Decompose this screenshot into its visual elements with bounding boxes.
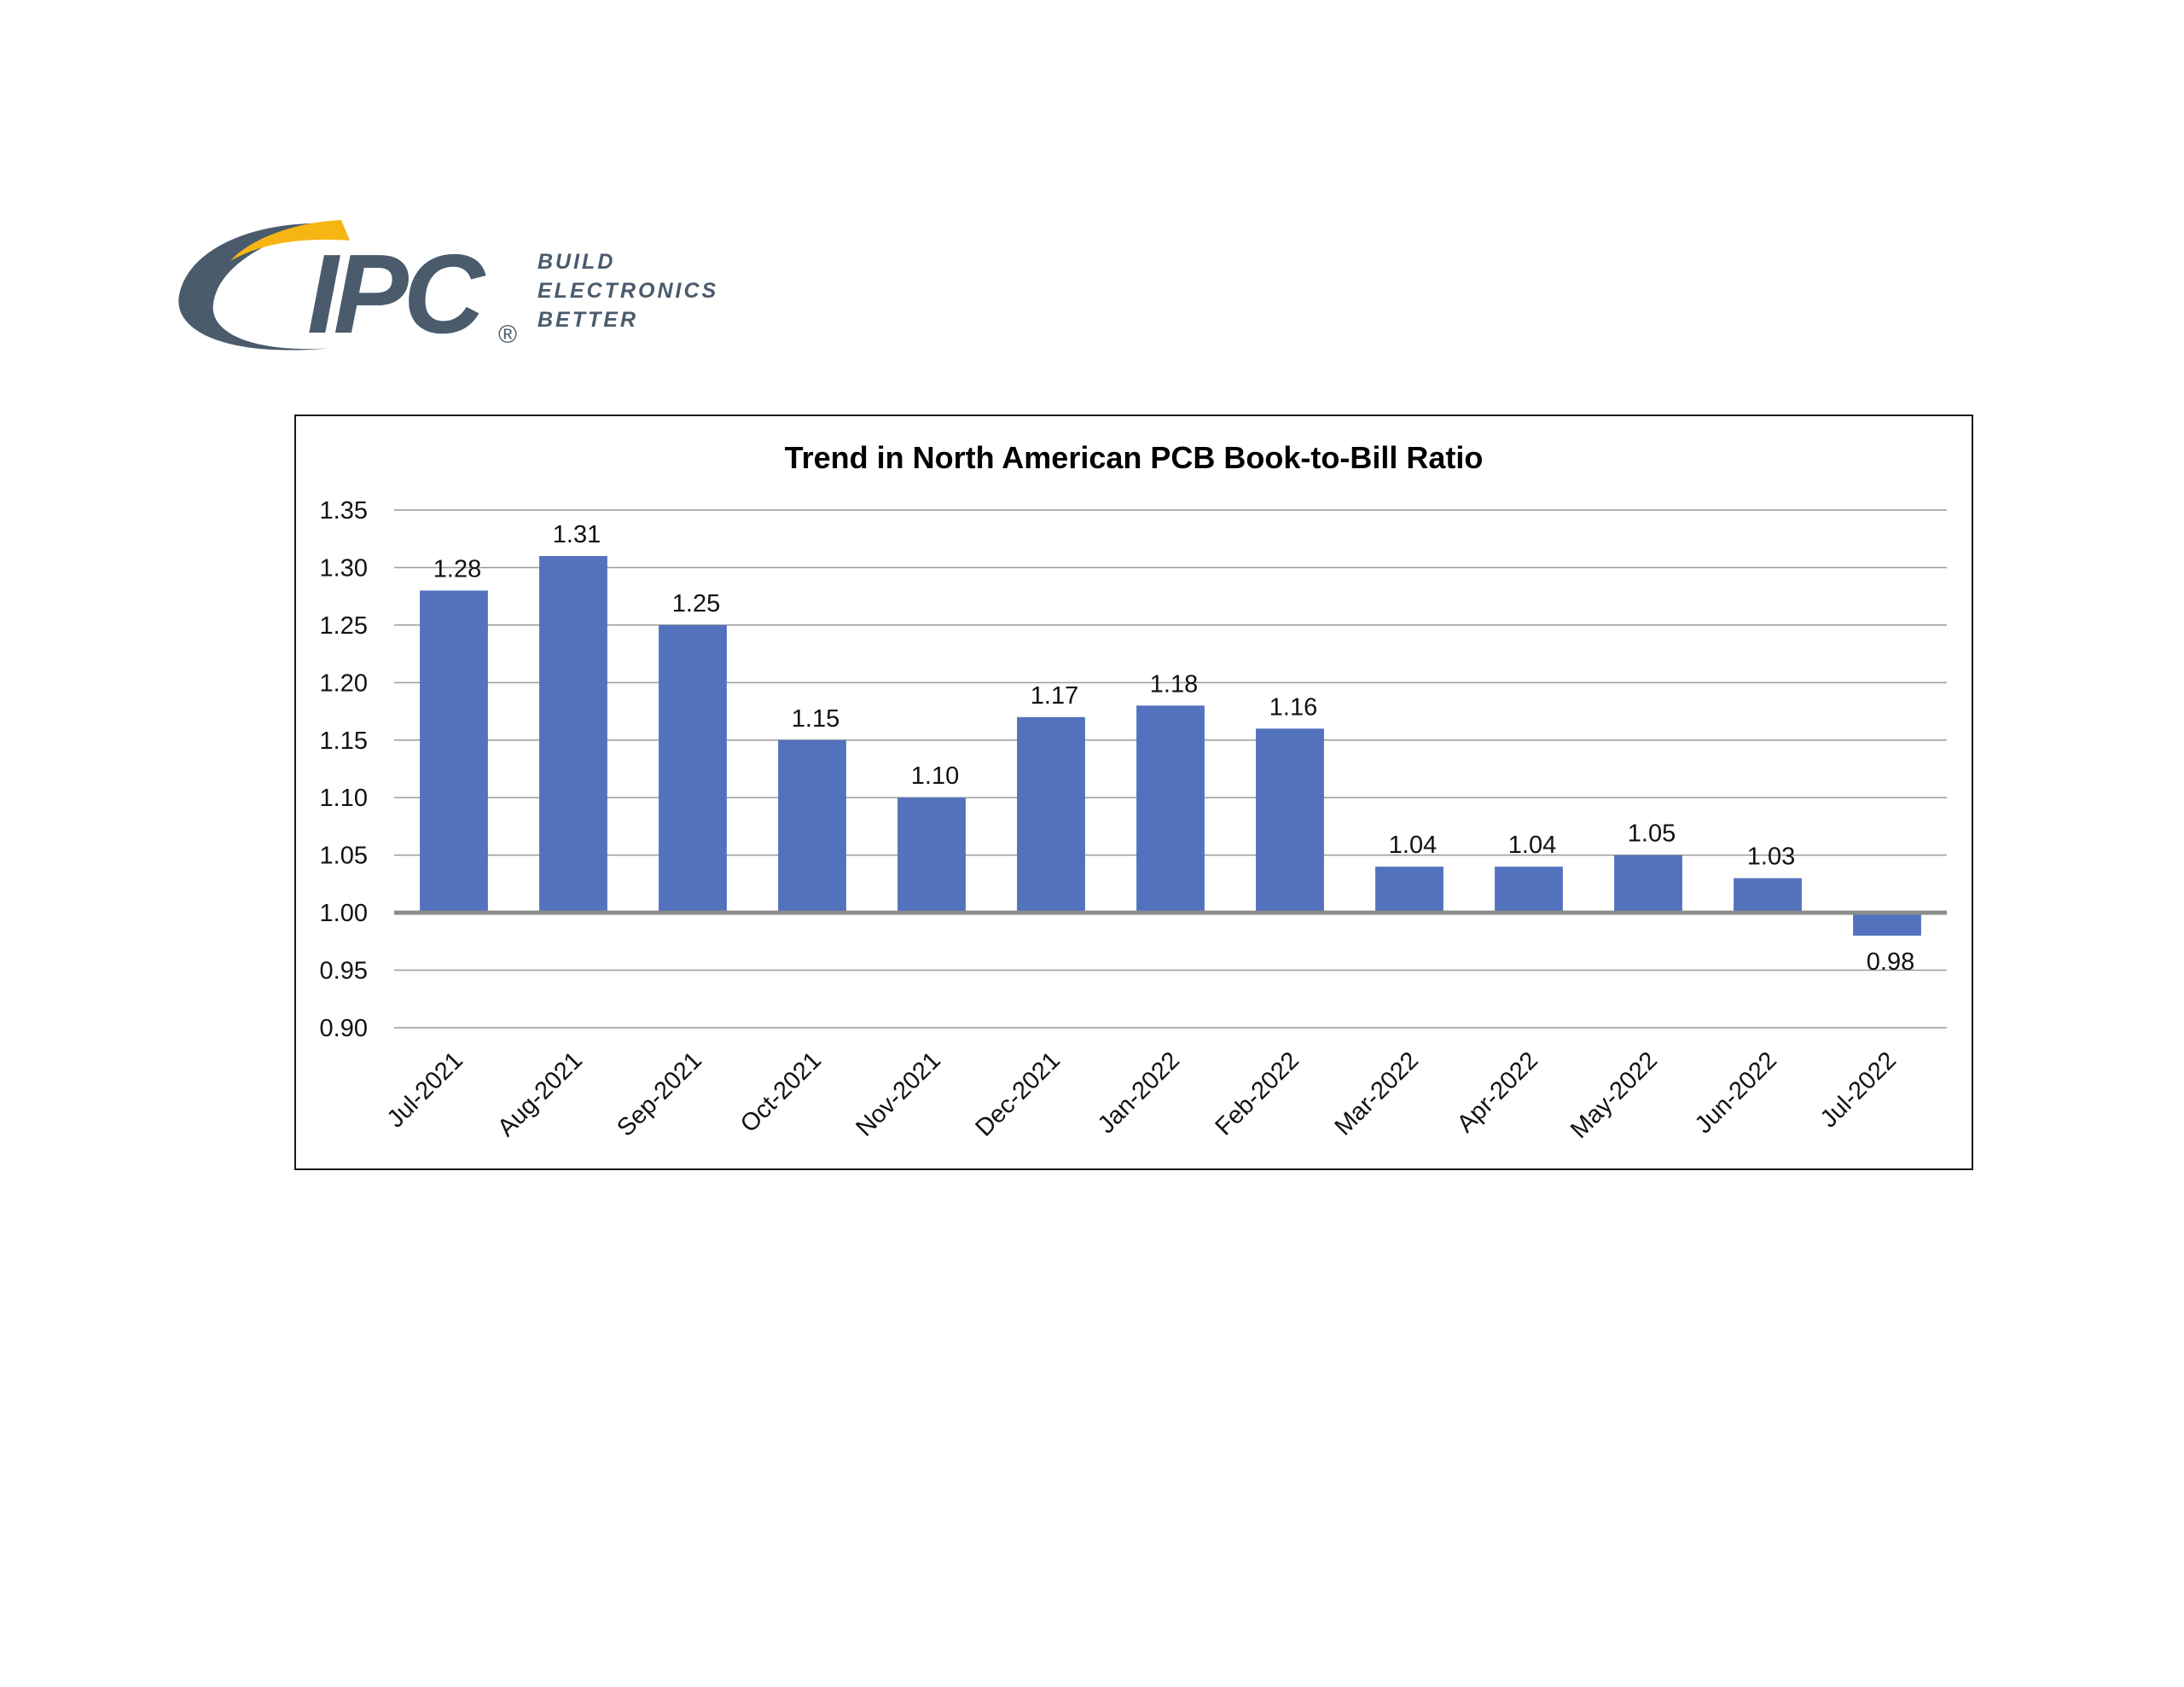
bar bbox=[778, 739, 846, 913]
logo-tagline-line: BUILD bbox=[537, 250, 615, 274]
logo-tagline-line: ELECTRONICS bbox=[537, 279, 718, 303]
logo-tagline-line: BETTER bbox=[537, 308, 638, 332]
bar bbox=[1853, 913, 1921, 936]
x-category-label: Apr-2022 bbox=[1452, 1046, 1543, 1138]
chart-frame: Trend in North American PCB Book-to-Bill… bbox=[294, 415, 1973, 1170]
data-label: 1.25 bbox=[672, 590, 720, 617]
x-category-label: May-2022 bbox=[1565, 1046, 1663, 1144]
data-labels: 1.28 1.31 1.25 1.15 1.10 1.17 1.18 1.16 1.04 1.04… bbox=[433, 521, 1914, 976]
ipc-logo: IPC ® BUILD ELECTRONICS BETTER bbox=[178, 220, 718, 357]
bars bbox=[420, 555, 1921, 936]
bar bbox=[1734, 878, 1802, 913]
x-category-label: Dec-2021 bbox=[970, 1046, 1066, 1142]
data-label: 0.98 bbox=[1867, 948, 1914, 976]
data-label: 1.28 bbox=[433, 555, 481, 583]
logo-wordmark: IPC bbox=[307, 231, 486, 357]
y-tick-label: 1.10 bbox=[320, 785, 368, 812]
x-category-label: Nov-2021 bbox=[851, 1046, 946, 1142]
x-category-label: Jul-2021 bbox=[382, 1046, 468, 1133]
y-tick-label: 1.35 bbox=[320, 497, 368, 525]
x-category-label: Aug-2021 bbox=[492, 1046, 588, 1142]
data-label: 1.10 bbox=[911, 762, 959, 790]
chart-title: Trend in North American PCB Book-to-Bill… bbox=[784, 440, 1484, 475]
bar bbox=[420, 590, 488, 913]
x-category-label: Oct-2021 bbox=[735, 1046, 827, 1138]
bar bbox=[1614, 855, 1682, 913]
data-label: 1.31 bbox=[553, 521, 601, 548]
bar bbox=[1256, 728, 1324, 913]
bar-chart: 1.35 1.30 1.25 1.20 1.15 1.10 1.05 1.00 0.95 0.90… bbox=[320, 497, 1947, 1144]
data-label: 1.18 bbox=[1150, 670, 1198, 698]
logo-registered-mark: ® bbox=[498, 321, 517, 349]
logo-tagline: BUILD ELECTRONICS BETTER bbox=[537, 250, 718, 332]
data-label: 1.05 bbox=[1628, 820, 1676, 848]
x-category-label: Jul-2022 bbox=[1815, 1046, 1902, 1133]
x-category-label: Jun-2022 bbox=[1690, 1046, 1782, 1139]
x-category-label: Mar-2022 bbox=[1330, 1046, 1424, 1140]
data-label: 1.04 bbox=[1508, 832, 1556, 859]
bar bbox=[1136, 705, 1205, 913]
data-label: 1.15 bbox=[792, 705, 839, 733]
bar bbox=[659, 624, 727, 913]
logo-swoosh-gold bbox=[230, 220, 350, 261]
y-axis-tick-labels: 1.35 1.30 1.25 1.20 1.15 1.10 1.05 1.00 0.95 0.90 bbox=[320, 497, 368, 1042]
y-tick-label: 1.00 bbox=[320, 900, 368, 927]
bar bbox=[1375, 867, 1443, 913]
data-label: 1.16 bbox=[1269, 693, 1317, 721]
data-label: 1.03 bbox=[1747, 844, 1795, 871]
y-tick-label: 0.90 bbox=[320, 1015, 368, 1042]
x-category-label: Sep-2021 bbox=[612, 1046, 707, 1142]
data-label: 1.17 bbox=[1031, 682, 1078, 710]
data-label: 1.04 bbox=[1389, 832, 1437, 859]
logo-swoosh-slate bbox=[178, 223, 333, 351]
y-tick-label: 1.05 bbox=[320, 843, 368, 870]
bar bbox=[897, 797, 966, 913]
y-tick-label: 0.95 bbox=[320, 958, 368, 985]
y-tick-label: 1.15 bbox=[320, 728, 368, 755]
y-tick-label: 1.30 bbox=[320, 554, 368, 582]
x-category-label: Feb-2022 bbox=[1211, 1046, 1304, 1140]
x-category-label: Jan-2022 bbox=[1093, 1046, 1185, 1139]
bar bbox=[539, 555, 607, 913]
bar bbox=[1495, 867, 1563, 913]
bar bbox=[1017, 716, 1085, 913]
y-tick-label: 1.20 bbox=[320, 670, 368, 697]
x-axis-category-labels: Jul-2021 Aug-2021 Sep-2021 Oct-2021 Nov-2021… bbox=[382, 1046, 1902, 1144]
y-tick-label: 1.25 bbox=[320, 612, 368, 640]
